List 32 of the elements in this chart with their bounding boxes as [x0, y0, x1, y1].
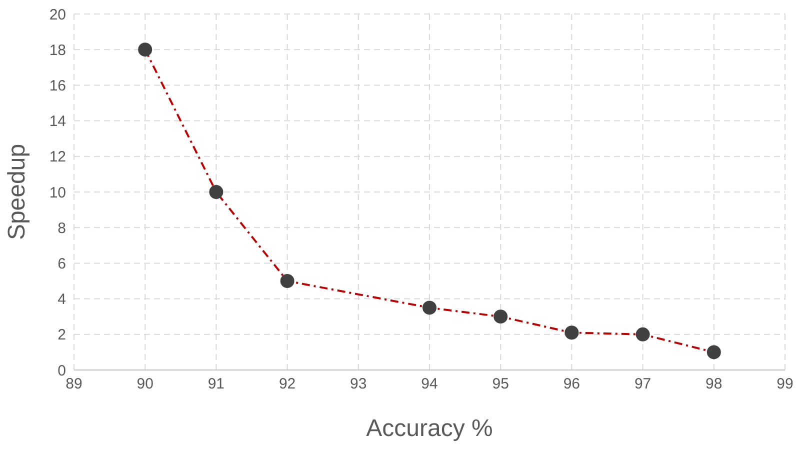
- y-tick-label: 12: [49, 148, 66, 166]
- x-tick-label: 98: [706, 376, 722, 393]
- x-tick-label: 96: [563, 376, 580, 393]
- point: [422, 300, 436, 315]
- y-tick-label: 18: [49, 42, 66, 59]
- x-axis-title: Accuracy %: [366, 415, 493, 442]
- x-tick-label: 99: [776, 376, 794, 393]
- point: [280, 274, 294, 288]
- y-axis-title: Speedup: [4, 144, 31, 240]
- x-tick-label: 89: [66, 376, 82, 393]
- point: [209, 185, 224, 199]
- x-tick-label: 97: [634, 376, 652, 393]
- x-tick-label: 90: [136, 376, 154, 393]
- y-tick-label: 4: [58, 291, 66, 308]
- x-tick-label: 93: [350, 376, 367, 393]
- point: [138, 42, 152, 57]
- y-tick-label: 0: [58, 362, 66, 380]
- x-tick-label: 91: [208, 376, 225, 393]
- y-tick-label: 8: [58, 220, 66, 237]
- y-tick-label: 10: [49, 184, 66, 202]
- point: [706, 345, 721, 360]
- x-tick-label: 92: [278, 376, 296, 393]
- y-tick-label: 16: [49, 78, 66, 95]
- point: [636, 327, 650, 342]
- point: [494, 310, 508, 324]
- y-tick-label: 20: [49, 6, 66, 24]
- x-tick-label: 95: [492, 376, 509, 393]
- y-tick-label: 2: [58, 326, 66, 344]
- y-tick-label: 14: [49, 113, 66, 130]
- y-tick-label: 6: [58, 256, 66, 273]
- x-tick-label: 94: [421, 376, 438, 393]
- point: [564, 326, 579, 340]
